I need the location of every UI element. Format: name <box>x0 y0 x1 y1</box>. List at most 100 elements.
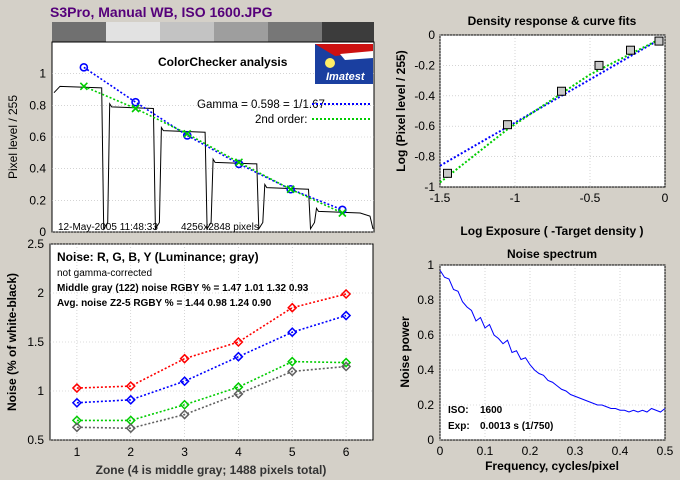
y-tick-label: 2 <box>37 286 44 300</box>
second-order-fit-point <box>131 104 140 113</box>
noise-point <box>71 415 82 426</box>
imatest-logo-text: Imatest <box>326 71 366 83</box>
y-tick-label: 0.8 <box>29 98 46 112</box>
gamma-fit-line <box>439 37 663 167</box>
y-tick-label: 0.6 <box>417 328 434 342</box>
capture-pixel-size: 4256x2848 pixels <box>181 222 259 233</box>
gamma-fit-point <box>79 63 89 72</box>
noise-point <box>179 353 190 364</box>
x-tick-label: 0.2 <box>522 444 539 458</box>
legend-gamma-label: Gamma = 0.598 = 1/1.67 <box>197 99 325 111</box>
noise-subtitle: not gamma-corrected <box>57 268 152 279</box>
page-title: S3Pro, Manual WB, ISO 1600.JPG <box>50 4 273 20</box>
y-tick-label: -0.2 <box>414 58 435 72</box>
second-order-fit-line <box>83 85 343 214</box>
noise-ylabel: Noise (% of white-black) <box>5 273 19 411</box>
noise-point <box>179 376 190 387</box>
noise-point <box>233 382 244 393</box>
y-tick-label: 0 <box>428 28 435 42</box>
noise-point <box>341 361 352 372</box>
grayscale-strip <box>52 22 374 42</box>
y-tick-label: 0.5 <box>27 433 44 447</box>
noise-point <box>233 388 244 400</box>
x-tick-label: 0 <box>437 444 444 458</box>
y-tick-label: 1 <box>37 384 44 398</box>
spectrum-line <box>439 269 666 413</box>
noise-point <box>233 351 244 362</box>
y-tick-label: 0.2 <box>417 398 434 412</box>
second-order-fit-point <box>286 185 295 194</box>
spectrum-exp-value: 0.0013 s (1/750) <box>480 421 553 432</box>
y-tick-label: -1 <box>424 180 435 194</box>
y-tick-label: 1.5 <box>27 335 44 349</box>
noise-point <box>125 381 136 392</box>
second-order-fit-point <box>338 208 347 218</box>
noise-point <box>341 310 352 321</box>
y-tick-label: 0.4 <box>29 162 46 176</box>
spectrum-plot-area <box>439 264 666 441</box>
density-point <box>594 60 604 70</box>
noise-point <box>233 336 244 348</box>
spectrum-title: Noise spectrum <box>507 247 597 261</box>
x-tick-label: -1.5 <box>430 191 451 205</box>
x-tick-label: 0.3 <box>567 444 584 458</box>
second-order-fit-point <box>234 158 244 167</box>
noise-point <box>179 409 190 420</box>
noise-point <box>341 357 352 368</box>
legend-2nd-order-label: 2nd order: <box>255 114 307 126</box>
density-plot-area <box>439 34 666 188</box>
density-point <box>557 86 566 96</box>
x-tick-label: -0.5 <box>580 191 601 205</box>
y-tick-label: 2.5 <box>27 237 44 251</box>
gamma-fit-point <box>131 97 140 107</box>
spectrum-iso-value: 1600 <box>480 405 503 416</box>
noise-info-average: Avg. noise Z2-5 RGBY % = 1.44 0.98 1.24 … <box>57 298 272 309</box>
noise-series-line-4 <box>76 365 347 430</box>
density-ylabel: Log (Pixel level / 255) <box>394 50 408 171</box>
noise-series-line-3 <box>76 360 347 422</box>
noise-xlabel: Zone (4 is middle gray; 1488 pixels tota… <box>96 463 327 477</box>
x-tick-label: 6 <box>343 445 350 459</box>
noise-point <box>125 394 136 405</box>
spectrum-exp-label: Exp: <box>448 421 470 432</box>
x-tick-label: 3 <box>181 445 188 459</box>
x-tick-label: 0.1 <box>477 444 494 458</box>
spectrum-grid <box>439 264 666 441</box>
gamma-fit-point <box>286 184 295 194</box>
x-tick-label: 0 <box>662 191 669 205</box>
y-tick-label: 1 <box>39 67 46 81</box>
second-order-fit-line <box>439 37 663 184</box>
noise-title: Noise: R, G, B, Y (Luminance; gray) <box>57 250 259 264</box>
noise-plot-area <box>49 243 374 441</box>
second-order-fit-point <box>183 129 192 138</box>
y-tick-label: 0.8 <box>417 293 434 307</box>
spectrum-xlabel: Frequency, cycles/pixel <box>485 459 619 473</box>
colorchecker-step-trace <box>53 85 374 231</box>
x-tick-label: 0.5 <box>657 444 674 458</box>
y-tick-label: -0.8 <box>414 150 435 164</box>
density-point <box>626 45 635 55</box>
noise-point <box>125 423 136 434</box>
noise-series-line-1 <box>76 293 347 389</box>
density-xlabel: Log Exposure ( -Target density ) <box>460 224 643 238</box>
second-order-fit-point <box>79 82 88 91</box>
x-tick-label: 4 <box>235 445 242 459</box>
y-tick-label: 0 <box>427 433 434 447</box>
noise-series-line-2 <box>76 314 347 404</box>
spectrum-ylabel: Noise power <box>398 316 412 388</box>
noise-point <box>71 397 82 408</box>
noise-point <box>287 302 298 313</box>
x-tick-label: -1 <box>510 191 521 205</box>
noise-point <box>71 422 82 433</box>
noise-point <box>287 366 298 377</box>
y-tick-label: 1 <box>427 258 434 272</box>
colorchecker-ylabel: Pixel level / 255 <box>6 95 20 179</box>
noise-point <box>287 327 298 338</box>
x-tick-label: 5 <box>289 445 296 459</box>
density-title: Density response & curve fits <box>468 14 637 28</box>
noise-point <box>71 382 82 394</box>
colorchecker-title: ColorChecker analysis <box>158 55 288 69</box>
imatest-logo: Imatest <box>315 44 373 84</box>
density-point <box>654 36 664 46</box>
